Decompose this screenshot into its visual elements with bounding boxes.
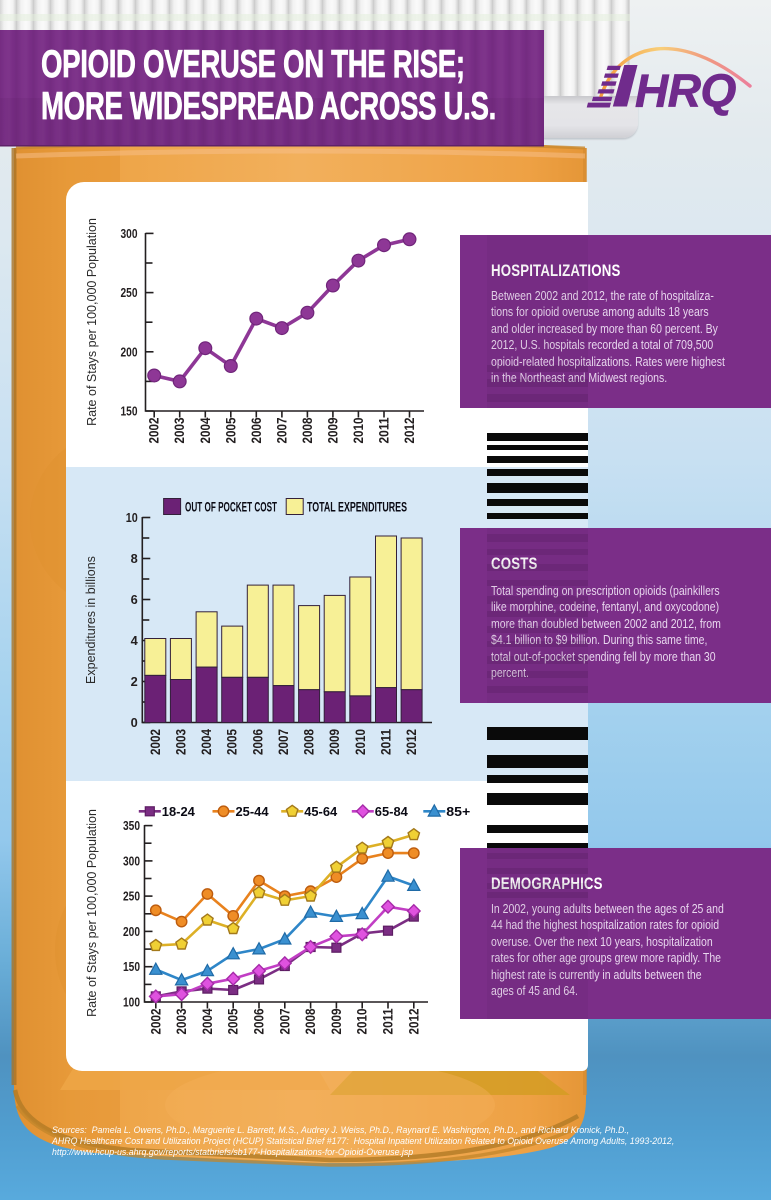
svg-text:TOTAL EXPENDITURES: TOTAL EXPENDITURES xyxy=(307,500,407,515)
svg-text:45-64: 45-64 xyxy=(304,804,338,819)
svg-text:Rate of Stays per 100,000 Popu: Rate of Stays per 100,000 Population xyxy=(85,809,99,1017)
svg-text:OUT OF POCKET COST: OUT OF POCKET COST xyxy=(185,500,277,515)
svg-text:Expenditures in billions: Expenditures in billions xyxy=(84,556,98,684)
svg-text:300: 300 xyxy=(121,226,138,241)
svg-text:4: 4 xyxy=(131,633,139,648)
svg-text:10: 10 xyxy=(126,510,138,525)
svg-text:6: 6 xyxy=(131,592,138,607)
svg-text:150: 150 xyxy=(123,959,140,974)
svg-text:2002: 2002 xyxy=(148,1009,163,1035)
svg-text:2004: 2004 xyxy=(198,417,213,443)
svg-text:25-44: 25-44 xyxy=(236,804,270,819)
svg-text:2005: 2005 xyxy=(223,417,238,443)
svg-text:2005: 2005 xyxy=(225,729,240,755)
svg-text:65-84: 65-84 xyxy=(375,804,409,819)
svg-text:350: 350 xyxy=(123,818,140,833)
svg-text:250: 250 xyxy=(121,285,138,300)
svg-text:2011: 2011 xyxy=(379,729,394,755)
svg-text:2008: 2008 xyxy=(300,417,315,443)
svg-text:18-24: 18-24 xyxy=(162,804,196,819)
svg-text:2010: 2010 xyxy=(355,1009,370,1035)
svg-text:2005: 2005 xyxy=(226,1008,241,1034)
svg-text:200: 200 xyxy=(121,344,138,359)
svg-text:2003: 2003 xyxy=(173,729,188,755)
svg-text:2011: 2011 xyxy=(377,417,392,443)
svg-text:2008: 2008 xyxy=(303,1008,318,1034)
svg-text:2003: 2003 xyxy=(172,417,187,443)
svg-text:2007: 2007 xyxy=(276,729,291,755)
svg-text:150: 150 xyxy=(121,404,138,419)
svg-text:85+: 85+ xyxy=(446,804,470,819)
svg-text:2007: 2007 xyxy=(277,1009,292,1035)
svg-text:2009: 2009 xyxy=(325,418,340,444)
svg-text:2002: 2002 xyxy=(148,729,163,755)
svg-text:2006: 2006 xyxy=(249,417,264,443)
svg-text:2002: 2002 xyxy=(147,418,162,444)
svg-text:2: 2 xyxy=(131,674,138,689)
svg-text:300: 300 xyxy=(123,853,140,868)
svg-text:2006: 2006 xyxy=(250,729,265,755)
svg-text:8: 8 xyxy=(131,551,138,566)
svg-text:2010: 2010 xyxy=(353,729,368,755)
svg-text:2012: 2012 xyxy=(402,418,417,444)
svg-text:2012: 2012 xyxy=(404,729,419,755)
svg-text:2007: 2007 xyxy=(274,418,289,444)
svg-text:Rate of Stays per 100,000 Popu: Rate of Stays per 100,000 Population xyxy=(85,218,99,426)
svg-text:HRQ: HRQ xyxy=(635,65,736,117)
svg-text:2011: 2011 xyxy=(381,1008,396,1034)
svg-text:2009: 2009 xyxy=(329,1009,344,1035)
svg-text:250: 250 xyxy=(123,889,140,904)
svg-text:2008: 2008 xyxy=(302,729,317,755)
svg-text:2003: 2003 xyxy=(174,1008,189,1034)
svg-text:2009: 2009 xyxy=(327,729,342,755)
svg-text:2004: 2004 xyxy=(200,1008,215,1034)
svg-text:0: 0 xyxy=(131,715,138,730)
svg-text:2012: 2012 xyxy=(406,1009,421,1035)
svg-text:2006: 2006 xyxy=(252,1008,267,1034)
svg-text:2004: 2004 xyxy=(199,729,214,755)
svg-text:2010: 2010 xyxy=(351,418,366,444)
svg-text:100: 100 xyxy=(123,995,140,1010)
svg-text:200: 200 xyxy=(123,924,140,939)
